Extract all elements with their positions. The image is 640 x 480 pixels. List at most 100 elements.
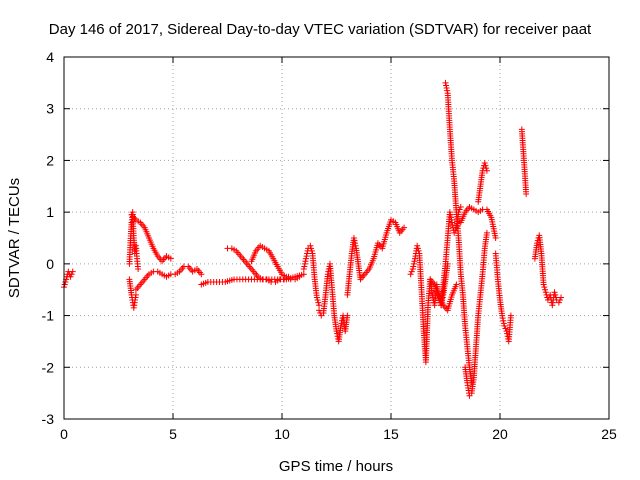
y-tick-label: 4 (46, 49, 54, 65)
data-point (67, 273, 74, 280)
data-point (501, 322, 508, 329)
data-point (483, 229, 490, 236)
data-point-interp (447, 211, 454, 218)
data-point (555, 299, 562, 306)
y-tick-label: -3 (42, 411, 55, 427)
data-point (296, 273, 303, 280)
data-point-interp (303, 253, 310, 260)
series-seg-18 (475, 160, 490, 205)
data-point-interp (304, 250, 311, 257)
series-seg-04 (128, 211, 174, 265)
data-point (350, 235, 357, 241)
data-point (135, 266, 142, 273)
data-point (333, 328, 340, 335)
data-point-interp (483, 165, 490, 172)
x-axis-label: GPS time / hours (279, 458, 393, 475)
data-point (307, 242, 314, 249)
series-seg-17 (457, 203, 499, 241)
data-point-interp (443, 85, 450, 92)
data-point (167, 255, 174, 262)
data-point-interp (541, 284, 548, 291)
data-points (61, 79, 565, 399)
data-point (551, 289, 558, 296)
data-point-interp (315, 299, 322, 306)
data-point-interp (500, 317, 507, 324)
data-point-interp (415, 247, 422, 254)
series-seg-21 (531, 232, 565, 309)
y-tick-label: 1 (46, 204, 54, 220)
data-point (69, 268, 76, 275)
data-point (534, 240, 541, 247)
data-point-interp (301, 263, 308, 270)
data-point-interp (552, 291, 559, 298)
data-point (344, 312, 351, 319)
data-point (540, 281, 547, 288)
data-point (446, 209, 453, 216)
data-point (542, 289, 549, 296)
data-point (132, 291, 139, 298)
data-point-interp (351, 237, 358, 244)
axis-ticks: 0 5 10 15 20 25 -3 -2 -1 0 1 2 3 4 (42, 49, 617, 442)
data-point-interp (314, 297, 321, 304)
series-seg-08 (248, 242, 303, 283)
series-seg-16 (462, 229, 490, 399)
data-point-interp (444, 87, 451, 94)
data-point-interp (411, 258, 418, 265)
data-point (558, 294, 565, 301)
series-seg-05 (132, 263, 205, 293)
data-point-interp (500, 320, 507, 327)
data-point-interp (414, 245, 421, 252)
data-point-interp (302, 258, 309, 265)
data-point (503, 328, 510, 335)
series-seg-19 (492, 250, 514, 345)
data-point-interp (552, 294, 559, 301)
series-seg-10 (316, 260, 351, 345)
data-point-interp (556, 297, 563, 304)
data-point (457, 203, 464, 210)
data-point-interp (410, 260, 417, 267)
x-tick-label: 5 (169, 426, 177, 442)
series-seg-01 (61, 268, 76, 291)
data-point (492, 235, 499, 241)
y-axis-label: SDTVAR / TECUs (6, 178, 23, 298)
chart-title: Day 146 of 2017, Sidereal Day-to-day VTE… (49, 21, 592, 38)
data-point (481, 160, 488, 167)
data-point-interp (410, 263, 417, 270)
x-tick-label: 25 (601, 426, 617, 442)
data-point (337, 322, 344, 329)
data-point (302, 255, 309, 262)
data-point-interp (68, 271, 75, 278)
data-point (409, 266, 416, 273)
data-point-interp (443, 82, 450, 89)
data-point-interp (334, 330, 341, 337)
data-point (499, 312, 506, 319)
x-tick-label: 10 (274, 426, 290, 442)
data-point-interp (542, 286, 549, 293)
data-point (449, 219, 456, 226)
data-point (316, 302, 323, 309)
y-tick-label: 2 (46, 152, 54, 168)
data-point-interp (301, 260, 308, 267)
y-tick-label: -1 (42, 308, 55, 324)
data-point (442, 79, 449, 86)
data-point-interp (338, 320, 345, 327)
series-seg-15 (442, 79, 475, 386)
data-point (523, 191, 530, 198)
data-point-interp (61, 281, 68, 288)
data-point-interp (448, 216, 455, 223)
data-point (300, 271, 307, 278)
data-point (401, 224, 408, 231)
data-point (483, 167, 490, 174)
data-point (407, 271, 414, 278)
series-seg-09 (300, 242, 323, 309)
plot-frame (63, 56, 610, 420)
data-point-interp (499, 315, 506, 322)
data-point-interp (447, 214, 454, 221)
x-tick-label: 0 (60, 426, 68, 442)
data-point-interp (62, 278, 69, 285)
y-tick-label: 3 (46, 101, 54, 117)
data-point (453, 281, 460, 288)
data-point-interp (352, 240, 359, 247)
